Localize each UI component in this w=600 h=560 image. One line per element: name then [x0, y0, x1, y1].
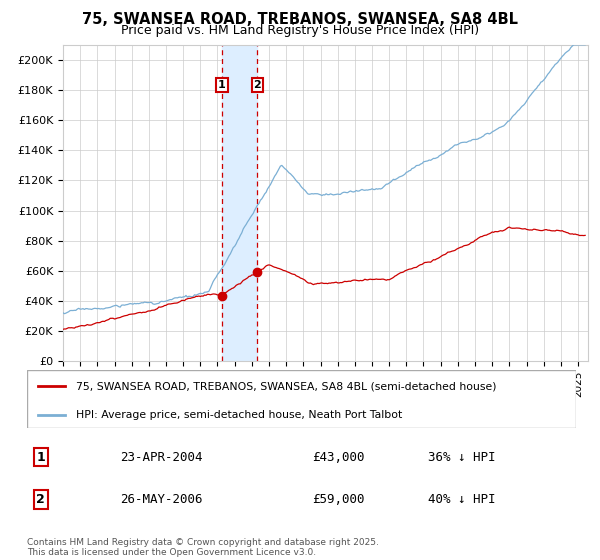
Bar — [222, 45, 257, 361]
Text: £59,000: £59,000 — [313, 493, 365, 506]
Text: 26-MAY-2006: 26-MAY-2006 — [121, 493, 203, 506]
Text: 2: 2 — [37, 493, 45, 506]
Text: 1: 1 — [37, 451, 45, 464]
Text: £43,000: £43,000 — [313, 451, 365, 464]
Text: HPI: Average price, semi-detached house, Neath Port Talbot: HPI: Average price, semi-detached house,… — [76, 410, 403, 421]
Text: 75, SWANSEA ROAD, TREBANOS, SWANSEA, SA8 4BL: 75, SWANSEA ROAD, TREBANOS, SWANSEA, SA8… — [82, 12, 518, 27]
Text: 23-APR-2004: 23-APR-2004 — [121, 451, 203, 464]
Text: 36% ↓ HPI: 36% ↓ HPI — [428, 451, 495, 464]
Text: 1: 1 — [218, 81, 226, 91]
Text: Contains HM Land Registry data © Crown copyright and database right 2025.
This d: Contains HM Land Registry data © Crown c… — [27, 538, 379, 557]
FancyBboxPatch shape — [27, 370, 576, 428]
Text: 2: 2 — [254, 81, 262, 91]
Text: 75, SWANSEA ROAD, TREBANOS, SWANSEA, SA8 4BL (semi-detached house): 75, SWANSEA ROAD, TREBANOS, SWANSEA, SA8… — [76, 381, 497, 391]
Text: Price paid vs. HM Land Registry's House Price Index (HPI): Price paid vs. HM Land Registry's House … — [121, 24, 479, 36]
Text: 40% ↓ HPI: 40% ↓ HPI — [428, 493, 495, 506]
